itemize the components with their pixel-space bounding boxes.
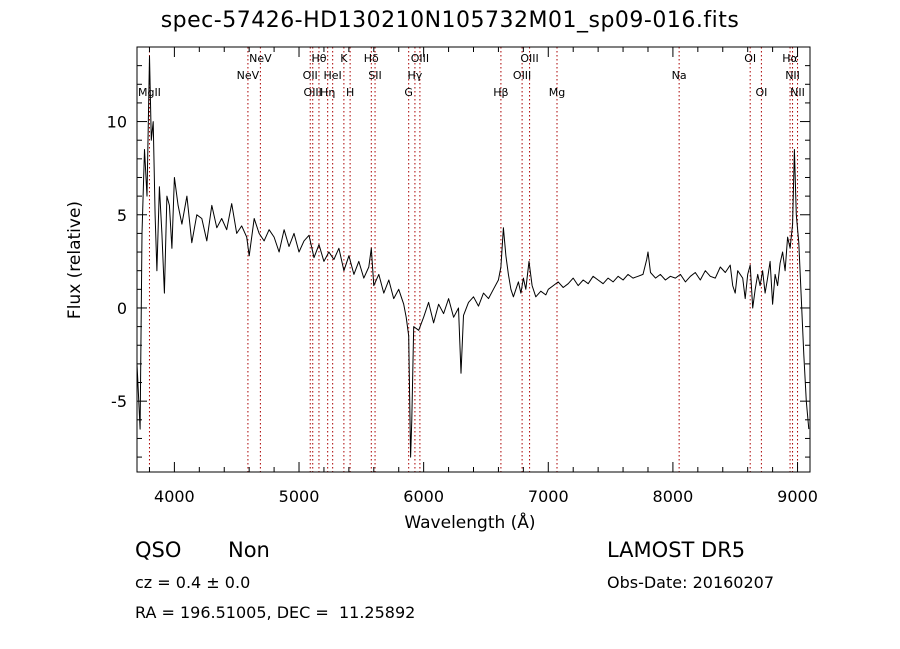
line-marker-label: Mg [549, 86, 565, 99]
x-tick-label: 4000 [154, 487, 195, 506]
line-marker-label: Hα [782, 52, 798, 65]
x-tick-label: 7000 [528, 487, 569, 506]
x-tick-label: 5000 [279, 487, 320, 506]
line-marker-label: Hη [320, 86, 335, 99]
line-marker-label: NII [785, 69, 800, 82]
coordinates-readout: RA = 196.51005, DEC = 11.25892 [135, 603, 416, 622]
line-marker-label: HeI [324, 69, 342, 82]
line-marker-label: Na [672, 69, 687, 82]
line-marker-label: Hγ [408, 69, 423, 82]
x-axis-label: Wavelength (Å) [404, 511, 535, 533]
line-marker-label: Hδ [364, 52, 379, 65]
line-marker-label: Hθ [311, 52, 326, 65]
line-marker-label: SII [368, 69, 381, 82]
line-marker-labels: MgII NeV NeV OII OIII Hθ Hη HeI K H Hδ SII G Hγ OIII Hβ… [138, 52, 805, 99]
line-marker-label: OII [303, 69, 318, 82]
line-marker-label: NeV [237, 69, 260, 82]
line-marker-label: MgII [138, 86, 161, 99]
object-subclass: Non [228, 538, 270, 562]
line-marker-label: K [340, 52, 348, 65]
survey-name: LAMOST DR5 [607, 538, 746, 562]
plot-frame [136, 46, 811, 473]
object-class: QSO [135, 538, 182, 562]
line-marker-label: OIII [513, 69, 531, 82]
y-tick-label: -5 [111, 392, 127, 411]
x-tick-label: 9000 [777, 487, 818, 506]
x-axis-ticks: 4000 5000 6000 7000 8000 9000 [148, 47, 818, 506]
y-axis-label: Flux (relative) [65, 201, 85, 319]
redshift-readout: cz = 0.4 ± 0.0 [135, 573, 251, 592]
spectrum-line [136, 55, 810, 458]
y-tick-label: 10 [107, 113, 127, 132]
line-marker-label: NeV [249, 52, 272, 65]
line-marker-label: OIII [304, 86, 322, 99]
line-marker-label: OIII [411, 52, 429, 65]
line-marker-label: OI [744, 52, 756, 65]
line-marker-label: Hβ [493, 86, 508, 99]
chart-title: spec-57426-HD130210N105732M01_sp09-016.f… [160, 8, 740, 33]
x-tick-label: 6000 [403, 487, 444, 506]
observation-date: Obs-Date: 20160207 [607, 573, 775, 592]
line-marker-label: H [346, 86, 354, 99]
line-marker-label: G [404, 86, 413, 99]
line-marker-label: OI [755, 86, 767, 99]
y-tick-label: 5 [117, 206, 127, 225]
y-tick-label: 0 [117, 299, 127, 318]
y-axis-ticks: -5 0 5 10 [107, 65, 810, 458]
line-marker-label: OIII [520, 52, 538, 65]
line-marker-label: NII [790, 86, 805, 99]
line-markers [148, 47, 799, 472]
x-tick-label: 8000 [653, 487, 694, 506]
